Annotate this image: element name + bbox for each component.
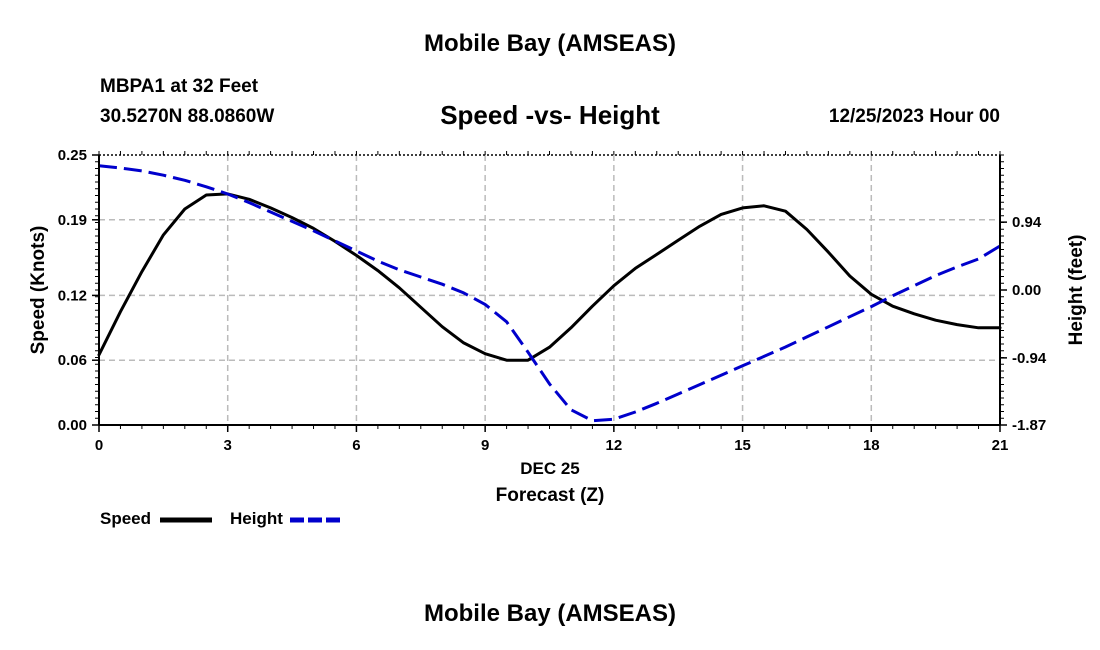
y2-tick-label: -0.94: [1012, 350, 1047, 367]
x-axis-title: Forecast (Z): [496, 485, 605, 506]
x-tick-label: 3: [224, 437, 232, 454]
series-line-speed: [97, 192, 1002, 362]
y2-tick-label: 0.00: [1012, 282, 1041, 299]
x-axis-date-label: DEC 25: [520, 459, 580, 478]
main-title: Mobile Bay (AMSEAS): [423, 30, 677, 57]
y-axis-title-speed: Speed (Knots): [28, 226, 49, 355]
x-tick-label: 15: [734, 437, 751, 454]
y-tick-label: 0.25: [58, 147, 87, 164]
chart-axes: 0 3 6 9 12 15 18 21 0.00 0.06 0.12 0.19 0.25 -1.87 -0.…: [58, 147, 1047, 454]
x-tick-label: 6: [352, 437, 360, 454]
y-tick-label: 0.12: [58, 287, 87, 304]
series-lines: [97, 164, 1002, 423]
y-tick-label: 0.00: [58, 417, 87, 434]
chart-title: Speed -vs- Height: [440, 100, 660, 130]
axis-labels: DEC 25 Forecast (Z) Speed (Knots) Height…: [28, 226, 1087, 506]
station-name: MBPA1 at 32 Feet: [100, 76, 259, 97]
y-tick-label: 0.19: [58, 212, 87, 229]
x-tick-label: 12: [606, 437, 623, 454]
y2-tick-label: -1.87: [1012, 417, 1046, 434]
legend-height-label: Height: [230, 509, 283, 528]
x-tick-label: 18: [863, 437, 880, 454]
grid-lines: [99, 155, 1000, 425]
legend-speed-label: Speed: [100, 509, 152, 528]
chart-date: 12/25/2023 Hour 00: [828, 106, 1000, 127]
speed-height-chart: 0 3 6 9 12 15 18 21 0.00 0.06 0.12 0.19 0.25 -1.87 -0.…: [28, 147, 1087, 523]
y2-tick-label: 0.94: [1012, 214, 1042, 231]
y-tick-label: 0.06: [58, 352, 87, 369]
x-tick-label: 9: [481, 437, 489, 454]
x-tick-label: 21: [992, 437, 1009, 454]
bottom-repeat-title: Mobile Bay (AMSEAS): [423, 600, 677, 627]
x-tick-label: 0: [95, 437, 103, 454]
y-axis-title-height: Height (feet): [1066, 235, 1087, 346]
station-coords: 30.5270N 88.0860W: [100, 106, 275, 127]
series-line-height: [98, 164, 1001, 423]
